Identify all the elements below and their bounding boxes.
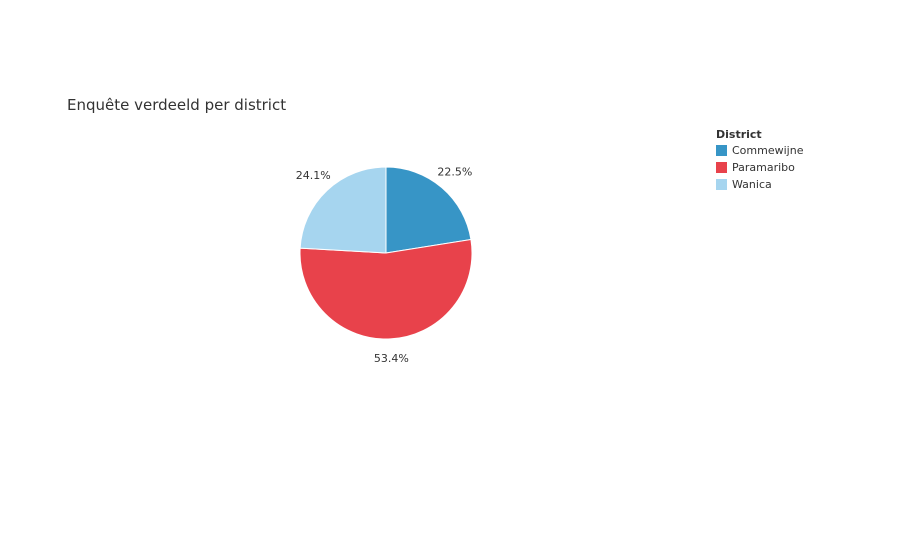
pie-labels: 22.5% 53.4% 24.1% bbox=[296, 165, 473, 364]
legend-swatch bbox=[716, 162, 727, 173]
legend-title: District bbox=[716, 128, 762, 141]
legend-item-paramaribo[interactable]: Paramaribo bbox=[716, 159, 803, 176]
legend-items: Commewijne Paramaribo Wanica bbox=[716, 142, 803, 193]
legend-swatch bbox=[716, 179, 727, 190]
pie-slice-paramaribo[interactable] bbox=[299, 238, 473, 340]
legend-swatch bbox=[716, 145, 727, 156]
slice-label-wanica: 24.1% bbox=[296, 169, 331, 182]
pie-slice-wanica[interactable] bbox=[299, 166, 387, 254]
legend-label: Commewijne bbox=[732, 144, 804, 157]
chart-title: Enquête verdeeld per district bbox=[67, 96, 287, 114]
slice-label-paramaribo: 53.4% bbox=[374, 352, 409, 365]
pie-slices bbox=[299, 166, 473, 340]
legend: District Commewijne Paramaribo Wanica bbox=[716, 127, 803, 193]
slice-label-commewijne: 22.5% bbox=[437, 165, 472, 178]
legend-item-commewijne[interactable]: Commewijne bbox=[716, 142, 803, 159]
legend-label: Wanica bbox=[732, 178, 772, 191]
pie-slice-commewijne[interactable] bbox=[385, 166, 472, 254]
legend-item-wanica[interactable]: Wanica bbox=[716, 176, 803, 193]
legend-label: Paramaribo bbox=[732, 161, 795, 174]
